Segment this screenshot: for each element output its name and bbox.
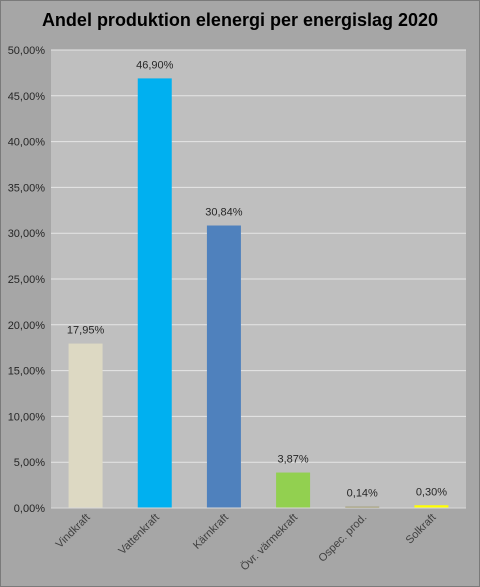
y-tick-label: 10,00% <box>8 411 46 423</box>
y-tick-label: 30,00% <box>8 228 46 240</box>
x-tick-label: Kärnkraft <box>191 512 231 552</box>
y-tick-label: 15,00% <box>8 366 46 378</box>
y-tick-label: 5,00% <box>14 457 45 469</box>
data-label: 3,87% <box>277 454 308 466</box>
x-tick-label: Vindkraft <box>54 512 93 551</box>
bar <box>276 472 311 508</box>
data-label: 0,30% <box>416 486 447 498</box>
bar <box>68 343 103 508</box>
y-tick-label: 50,00% <box>8 45 46 57</box>
x-tick-label: Vattenkraft <box>116 512 162 558</box>
data-label: 0,14% <box>347 488 378 500</box>
y-tick-label: 25,00% <box>8 274 46 286</box>
y-tick-label: 35,00% <box>8 182 46 194</box>
bar <box>414 505 449 508</box>
x-tick-label: Övr. värmekraft <box>239 512 301 574</box>
y-tick-label: 20,00% <box>8 320 46 332</box>
y-tick-label: 45,00% <box>8 91 46 103</box>
bar <box>137 78 172 509</box>
x-tick-label: Solkraft <box>404 512 439 547</box>
data-label: 17,95% <box>67 325 105 337</box>
bar <box>345 506 380 508</box>
x-tick-label: Ospec. prod. <box>316 512 369 565</box>
y-tick-label: 40,00% <box>8 137 46 149</box>
chart-title: Andel produktion elenergi per energislag… <box>41 10 439 30</box>
data-label: 30,84% <box>205 207 243 219</box>
bar <box>206 225 241 508</box>
data-label: 46,90% <box>136 59 174 71</box>
y-tick-label: 0,00% <box>14 503 45 515</box>
